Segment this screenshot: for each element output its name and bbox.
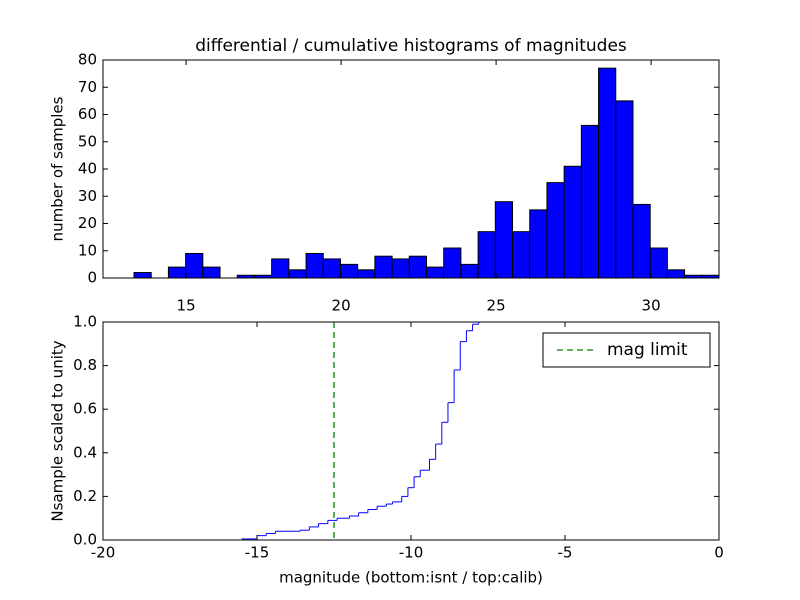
x-tick-label: 20 xyxy=(332,297,351,315)
y-axis-label: Nsample scaled to unity xyxy=(49,340,67,521)
x-tick-label: 15 xyxy=(177,297,196,315)
bar xyxy=(374,255,393,279)
bar xyxy=(477,231,496,279)
y-tick-label: 80 xyxy=(78,51,97,69)
bar xyxy=(443,247,462,279)
bar xyxy=(563,165,582,279)
x-axis-label: magnitude (bottom:isnt / top:calib) xyxy=(279,569,543,587)
y-tick-label: 0.6 xyxy=(73,400,97,418)
bar xyxy=(202,266,221,279)
y-tick-label: 60 xyxy=(78,105,97,123)
bar xyxy=(185,252,204,279)
bar xyxy=(271,258,290,279)
y-tick-label: 40 xyxy=(78,160,97,178)
y-tick-label: 20 xyxy=(78,214,97,232)
y-tick-label: 0 xyxy=(87,269,97,287)
y-axis-label: number of samples xyxy=(49,96,67,241)
x-tick-label: 0 xyxy=(714,544,724,562)
x-tick-label: -20 xyxy=(91,544,116,562)
bar xyxy=(546,182,565,279)
bar xyxy=(322,258,341,279)
y-tick-label: 10 xyxy=(78,241,97,259)
y-tick-label: 0.4 xyxy=(73,443,97,461)
y-tick-label: 70 xyxy=(78,78,97,96)
bar xyxy=(632,203,651,279)
bar xyxy=(339,263,359,279)
legend-label: mag limit xyxy=(607,340,688,360)
x-tick-label: 30 xyxy=(642,297,661,315)
y-tick-label: 0.8 xyxy=(73,356,97,374)
bar xyxy=(580,124,600,279)
bar xyxy=(133,272,152,279)
bar xyxy=(598,67,617,279)
bar xyxy=(305,252,324,279)
bar xyxy=(512,231,531,279)
x-tick-label: -10 xyxy=(399,544,424,562)
chart-title: differential / cumulative histograms of … xyxy=(195,36,627,56)
x-tick-label: -15 xyxy=(245,544,270,562)
bar xyxy=(666,269,686,279)
y-tick-label: 50 xyxy=(78,132,97,150)
bar xyxy=(408,255,428,279)
y-tick-label: 30 xyxy=(78,187,97,205)
bar xyxy=(649,247,668,279)
x-tick-label: 25 xyxy=(487,297,506,315)
y-tick-label: 1.0 xyxy=(73,313,97,331)
bar xyxy=(494,201,514,279)
bar xyxy=(426,266,445,279)
bar xyxy=(357,269,376,279)
bar xyxy=(391,258,410,279)
y-tick-label: 0.0 xyxy=(73,531,97,549)
bar xyxy=(460,263,479,279)
bar xyxy=(529,209,548,279)
bar xyxy=(167,266,187,279)
y-tick-label: 0.2 xyxy=(73,487,97,505)
bar xyxy=(615,100,634,279)
x-tick-label: -5 xyxy=(558,544,573,562)
bar xyxy=(288,269,307,279)
